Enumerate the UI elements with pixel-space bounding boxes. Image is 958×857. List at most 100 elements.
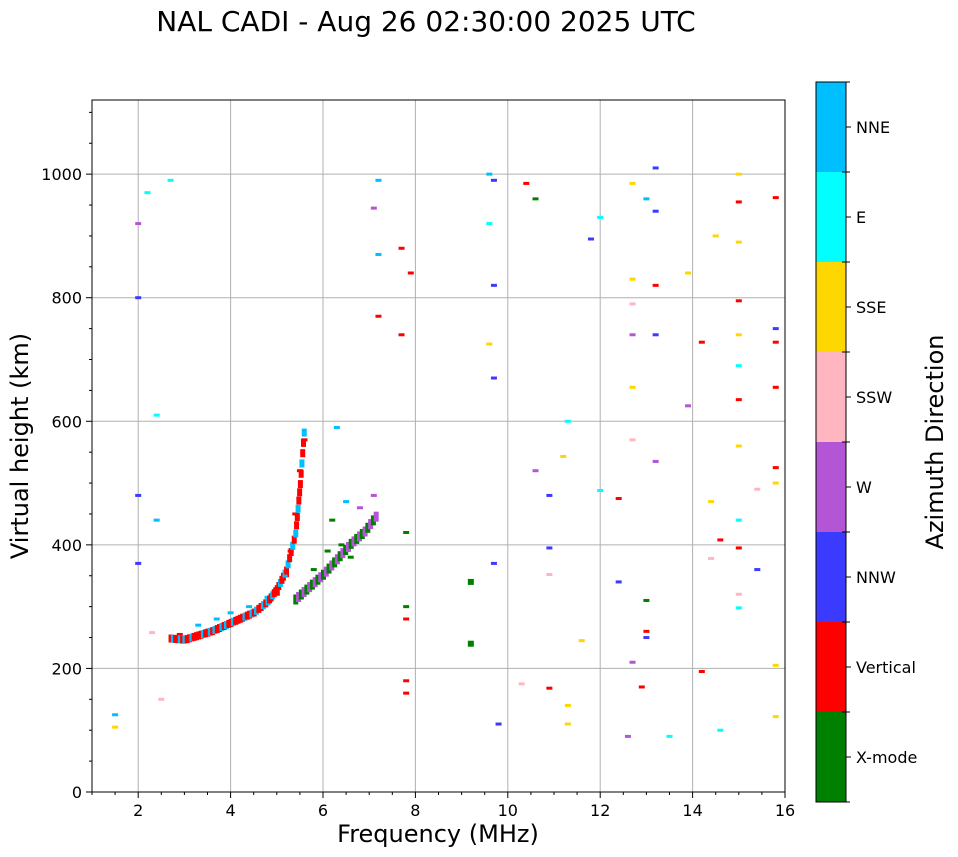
- echo-point: [375, 314, 382, 318]
- trace-cell: [354, 533, 360, 544]
- y-tick-label: 0: [72, 783, 82, 802]
- echo-point: [532, 469, 539, 473]
- echo-point: [754, 487, 761, 491]
- trace-cell: [299, 459, 305, 468]
- trace-cell: [348, 538, 354, 549]
- echo-point: [227, 611, 234, 615]
- trace-o-mode: [168, 428, 307, 644]
- echo-point: [564, 419, 571, 423]
- echo-point: [532, 197, 539, 201]
- echo-point: [735, 200, 742, 204]
- echo-point: [717, 728, 724, 732]
- echo-point: [684, 271, 691, 275]
- echo-point: [666, 734, 673, 738]
- echo-point: [490, 376, 497, 380]
- echo-point: [343, 500, 350, 504]
- echo-point: [486, 342, 493, 346]
- trace-cell: [343, 545, 349, 556]
- echo-point: [467, 640, 474, 647]
- echo-point: [638, 685, 645, 689]
- y-axis: 0 200 400 600 800 1000: [41, 111, 92, 802]
- y-tick-label: 600: [51, 412, 82, 431]
- series-vertical: [176, 181, 779, 695]
- trace-cell: [326, 563, 332, 574]
- colorbar-segment: [816, 442, 846, 532]
- trace-cell: [296, 496, 302, 505]
- echo-point: [403, 679, 410, 683]
- echo-point: [347, 555, 354, 559]
- echo-point: [772, 466, 779, 470]
- trace-cell: [312, 577, 318, 588]
- echo-point: [403, 617, 410, 621]
- echo-point: [772, 715, 779, 719]
- trace-cell: [359, 528, 365, 539]
- echo-point: [329, 518, 336, 522]
- colorbar-segment: [816, 262, 846, 352]
- echo-point: [158, 697, 165, 701]
- echo-point: [629, 438, 636, 442]
- echo-point: [370, 206, 377, 210]
- colorbar-tick-label: E: [856, 208, 866, 227]
- echo-point: [629, 277, 636, 281]
- echo-point: [112, 713, 119, 717]
- echo-point: [546, 573, 553, 577]
- echo-point: [615, 580, 622, 584]
- trace-cell: [345, 541, 351, 552]
- echo-point: [135, 561, 142, 565]
- echo-point: [564, 704, 571, 707]
- echo-point: [597, 215, 604, 219]
- trace-cell: [340, 548, 346, 559]
- echo-point: [333, 425, 340, 429]
- trace-cell: [295, 504, 301, 513]
- trace-cell: [288, 548, 294, 557]
- echo-point: [560, 455, 567, 459]
- echo-point: [398, 246, 405, 250]
- echo-point: [772, 340, 779, 344]
- trace-cell: [332, 557, 338, 568]
- echo-point: [652, 459, 659, 463]
- echo-point: [587, 237, 594, 241]
- trace-cell: [321, 569, 326, 580]
- colorbar-segment: [816, 172, 846, 262]
- plot-frame: [91, 99, 786, 793]
- colorbar-tick-label: SSW: [856, 388, 892, 407]
- echo-point: [735, 444, 742, 448]
- x-tick-label: 4: [226, 801, 236, 820]
- echo-point: [135, 493, 142, 497]
- echo-point: [370, 493, 377, 497]
- echo-point: [735, 592, 742, 596]
- echo-point: [490, 178, 497, 182]
- trace-cell: [329, 560, 335, 571]
- trace-cell: [370, 515, 376, 526]
- echo-point: [490, 283, 497, 287]
- echo-point: [490, 561, 497, 565]
- echo-point: [135, 296, 142, 300]
- colorbar-label: Azimuth Direction: [921, 335, 949, 550]
- x-tick-label: 10: [498, 801, 518, 820]
- series-sse: [112, 172, 779, 729]
- colorbar-tick-label: W: [856, 478, 872, 497]
- trace-x-mode: [293, 511, 379, 605]
- echo-point: [629, 181, 636, 185]
- x-tick-label: 14: [682, 801, 702, 820]
- y-tick-label: 400: [51, 536, 82, 555]
- echo-point: [495, 722, 502, 726]
- trace-cell: [304, 584, 310, 595]
- echo-point: [652, 333, 659, 337]
- echo-point: [735, 172, 742, 176]
- echo-point: [467, 578, 474, 585]
- x-tick-label: 12: [590, 801, 610, 820]
- trace-cell: [293, 594, 299, 605]
- trace-cell: [351, 536, 357, 547]
- trace-cell: [365, 522, 371, 533]
- echo-point: [213, 617, 220, 621]
- trace-cell: [362, 526, 368, 537]
- trace-cell: [293, 529, 299, 538]
- echo-point: [652, 283, 659, 287]
- x-tick-label: 2: [133, 801, 143, 820]
- echo-point: [712, 234, 719, 238]
- trace-cell: [287, 554, 293, 563]
- echo-point: [135, 222, 142, 226]
- colorbar-frame: [815, 81, 847, 803]
- series-x-mode: [310, 197, 650, 647]
